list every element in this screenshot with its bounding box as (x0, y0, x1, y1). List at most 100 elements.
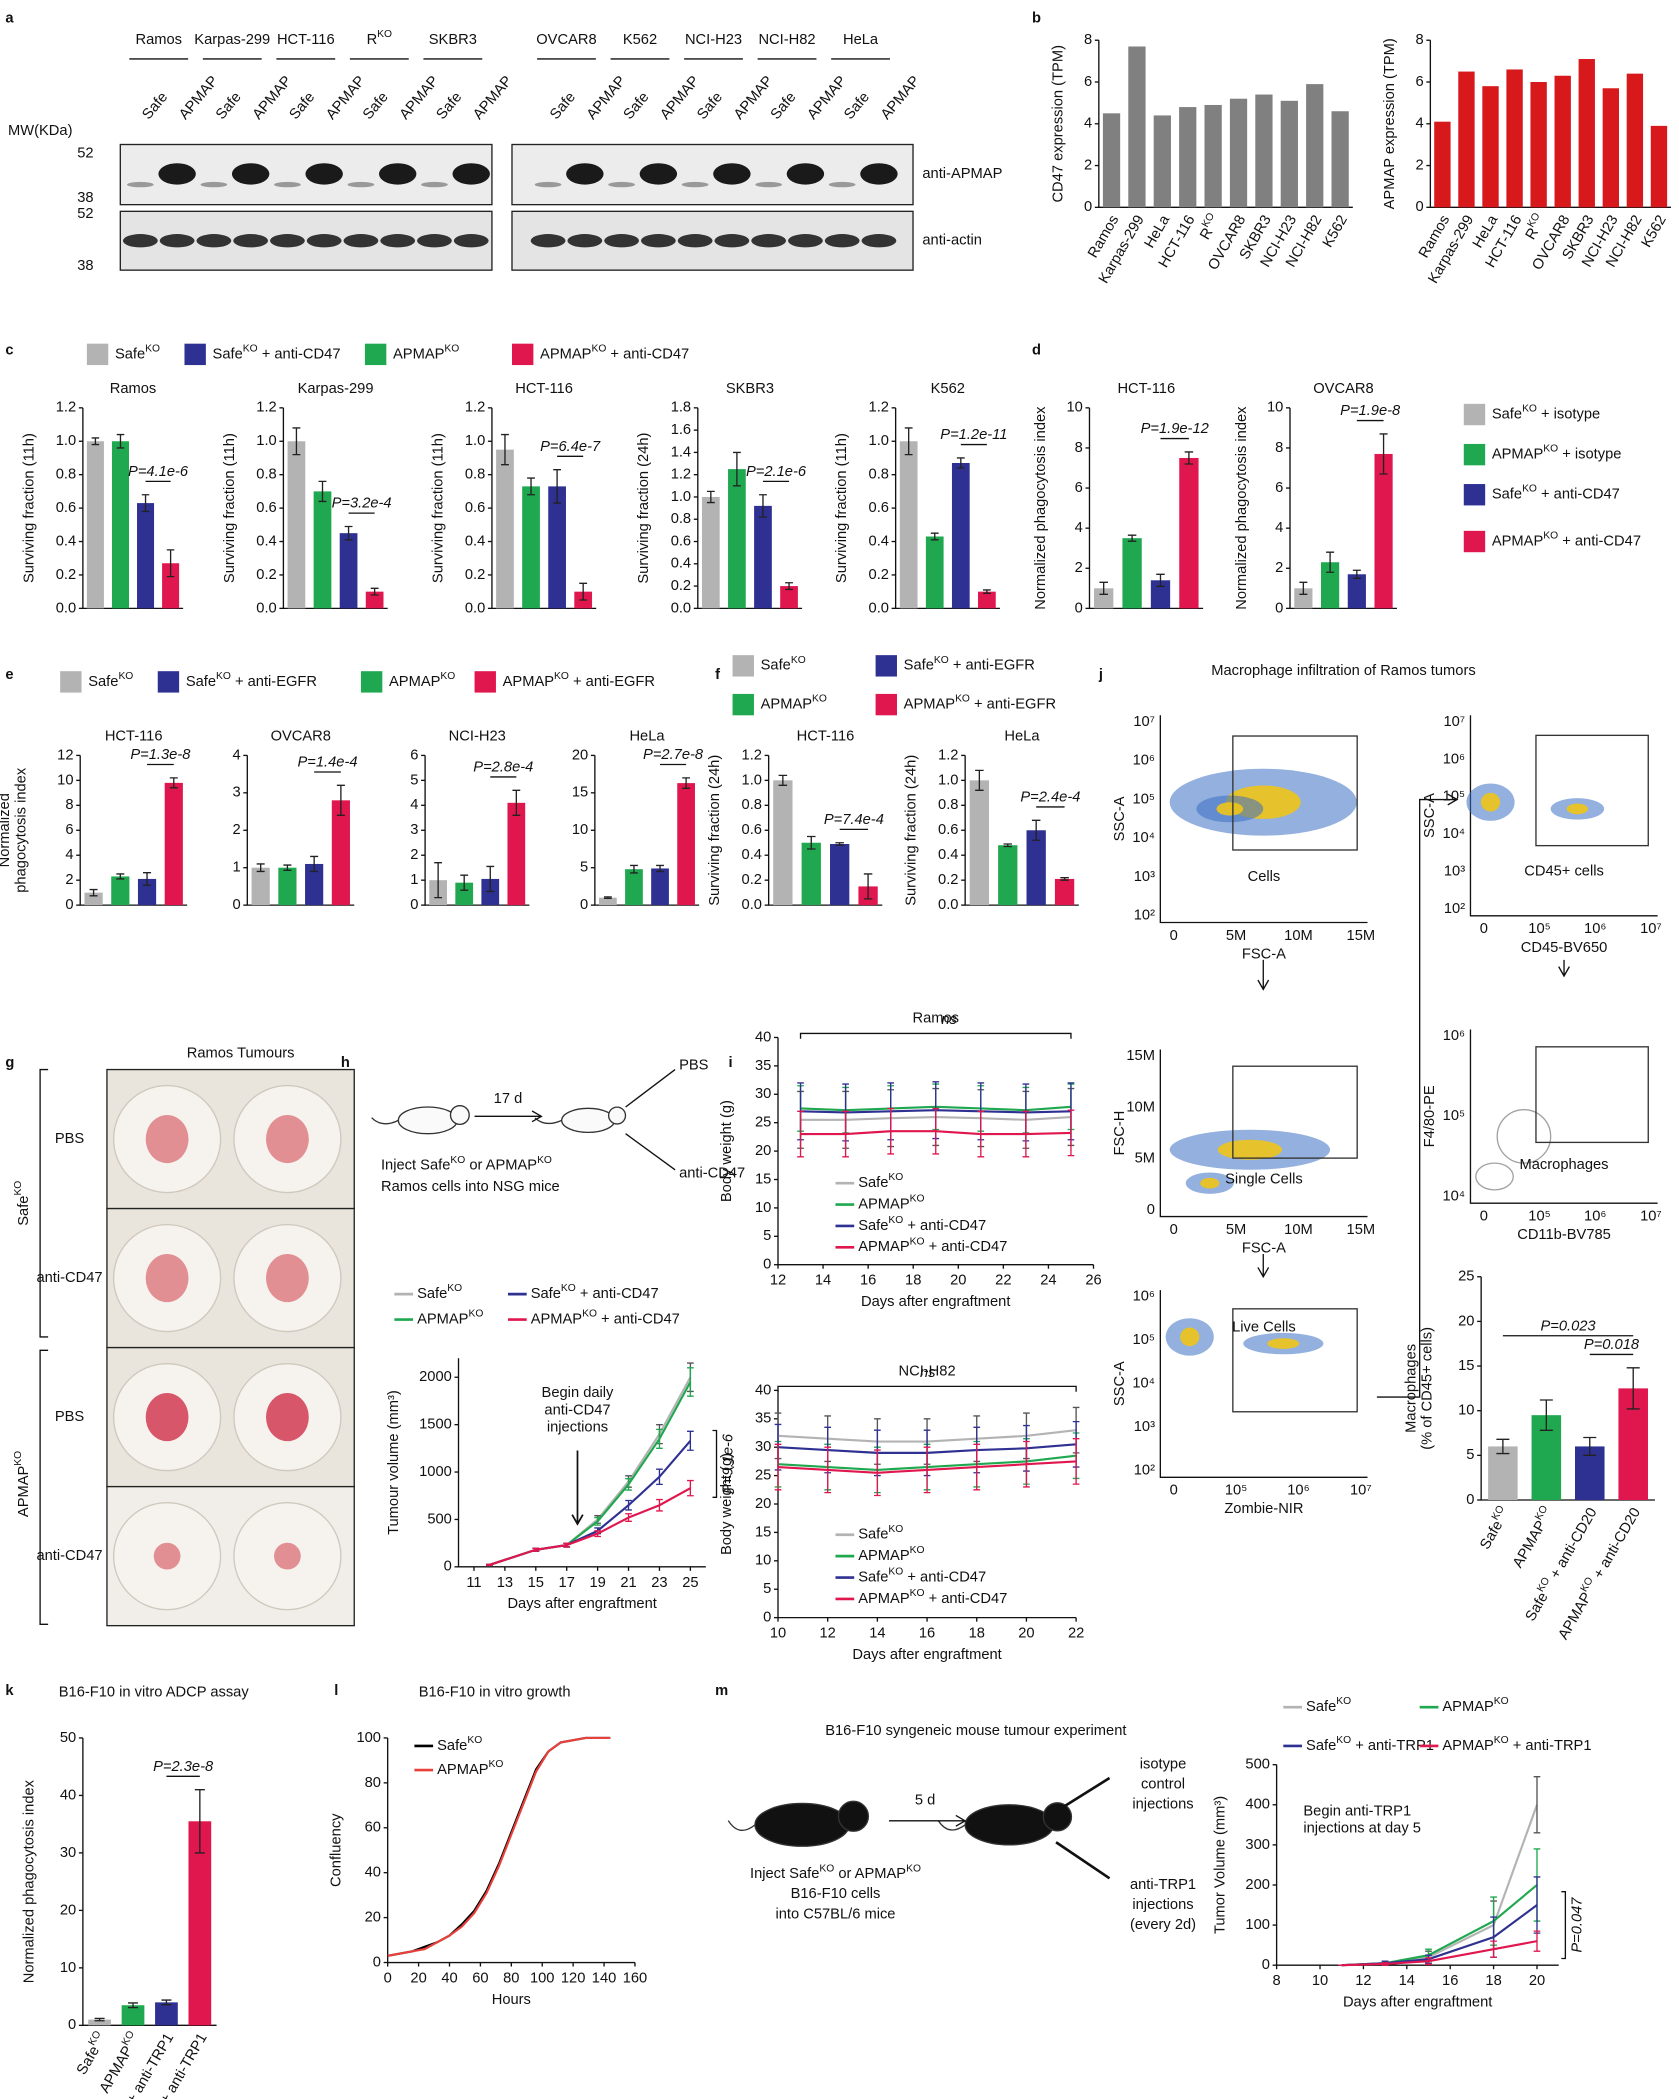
y-tick-label: 2 (1075, 560, 1083, 576)
y-tick-label: 2 (410, 847, 418, 863)
y-tick-label: 1.0 (742, 772, 762, 788)
x-tick-label: 10⁷ (1640, 921, 1662, 937)
cell-line: HCT-116 (277, 32, 335, 48)
y-tick-label: 0.2 (742, 872, 762, 888)
x-tick-label: 0 (1170, 928, 1178, 944)
chart-title: HeLa (1004, 729, 1040, 745)
y-tick-label: 0 (1084, 199, 1092, 215)
chart-title: Ramos (110, 381, 157, 397)
y-tick-label: 1000 (419, 1464, 452, 1480)
tumour (274, 1542, 301, 1570)
x-tick-label: APMAPKO + anti-CD20 (1553, 1504, 1644, 1643)
y-tick-label: 1.0 (256, 433, 276, 449)
error-bar (1023, 1440, 1030, 1488)
error-bar (956, 457, 965, 469)
band (755, 181, 783, 188)
mouse-body (397, 1106, 458, 1135)
error-bar (759, 494, 767, 518)
band (786, 163, 825, 185)
error-bar (785, 582, 793, 591)
flow-axes (1469, 1029, 1658, 1204)
y-tick-label: 25 (755, 1467, 771, 1483)
y-tick-label: 0.2 (869, 567, 889, 583)
band (534, 181, 562, 188)
superscript: KO (1200, 211, 1217, 229)
bar (496, 449, 514, 609)
bar (507, 802, 526, 906)
p-value: P=0.018 (1584, 1337, 1640, 1353)
y-tick-label: 40 (755, 1029, 771, 1045)
band (567, 234, 603, 248)
p-value: P=7.4e-4 (824, 812, 884, 828)
annotation: injections (547, 1420, 608, 1436)
p-value: P=9.1e-6 (720, 1433, 736, 1494)
superscript: KO (1534, 1504, 1551, 1522)
x-tick-label: 140 (592, 1970, 617, 1986)
x-tick-label: 20 (1018, 1626, 1034, 1642)
group-label: APMAPKO (13, 1451, 32, 1517)
y-tick-label: 0.8 (938, 797, 958, 813)
bar (278, 867, 297, 906)
bar (1179, 457, 1199, 609)
error-bar (807, 835, 816, 850)
cell-line: RKO (367, 29, 392, 48)
bar (121, 2005, 145, 2026)
flow-axes (1159, 715, 1368, 924)
x-tick-label: SafeKO (72, 2029, 111, 2077)
band (788, 234, 823, 248)
bar (1374, 453, 1393, 609)
legend-label: APMAPKO (858, 1194, 924, 1213)
y-tick-label: 0 (373, 1954, 381, 1970)
y-tick-label: 0 (763, 1257, 771, 1273)
mouse-body (964, 1804, 1055, 1846)
bar (1094, 588, 1114, 609)
y-tick-label: 200 (1245, 1877, 1270, 1893)
y-tick-label: 0.8 (465, 467, 485, 483)
y-tick-label: 60 (365, 1820, 381, 1836)
bar (1179, 107, 1197, 208)
bar (86, 441, 104, 609)
x-tick-label: 15M (1347, 1222, 1376, 1238)
y-tick-label: 8 (1075, 440, 1083, 456)
y-tick-label: 15 (572, 785, 588, 801)
y-tick-label: 10 (572, 822, 588, 838)
caption: Inject SafeKO or APMAPKO (381, 1155, 552, 1174)
bar (1306, 84, 1324, 208)
error-bar (161, 1999, 172, 2006)
bar (728, 469, 746, 609)
error-bar (1533, 1776, 1541, 1834)
legend-label: SafeKO (417, 1283, 462, 1302)
x-tick-label: 20 (950, 1273, 966, 1289)
gate (1232, 1065, 1358, 1159)
superscript: KO (118, 671, 133, 682)
y-tick-label: 0.8 (742, 797, 762, 813)
error-bar (169, 777, 178, 789)
x-tick-label: 14 (869, 1626, 885, 1642)
error-bar (656, 1428, 663, 1450)
error-bar (1022, 1110, 1030, 1158)
x-tick-label: 19 (589, 1575, 605, 1591)
superscript: KO (582, 1309, 597, 1320)
bar (164, 782, 183, 906)
y-tick-label: 10⁵ (1443, 1108, 1465, 1124)
y-tick-label: 1.8 (671, 400, 691, 416)
tumour (145, 1115, 189, 1164)
band (126, 181, 154, 188)
error-bar (292, 427, 301, 456)
bar (1122, 538, 1142, 609)
error-bar (656, 1468, 663, 1486)
x-tick-label: 80 (503, 1970, 519, 1986)
band (196, 234, 232, 248)
superscript: KO (591, 344, 606, 355)
y-tick-label: 0.0 (465, 600, 485, 616)
legend-swatch (875, 655, 897, 677)
y-tick-label: 35 (755, 1411, 771, 1427)
x-tick-label: 16 (919, 1626, 935, 1642)
y-axis-label: Body weight (g) (719, 1100, 735, 1202)
bar (1530, 82, 1547, 208)
density-core (1566, 803, 1589, 815)
x-tick-label: 17 (559, 1575, 575, 1591)
p-value: P=0.023 (1540, 1318, 1596, 1334)
x-tick-label: 12 (820, 1626, 836, 1642)
y-tick-label: 0.4 (938, 847, 958, 863)
